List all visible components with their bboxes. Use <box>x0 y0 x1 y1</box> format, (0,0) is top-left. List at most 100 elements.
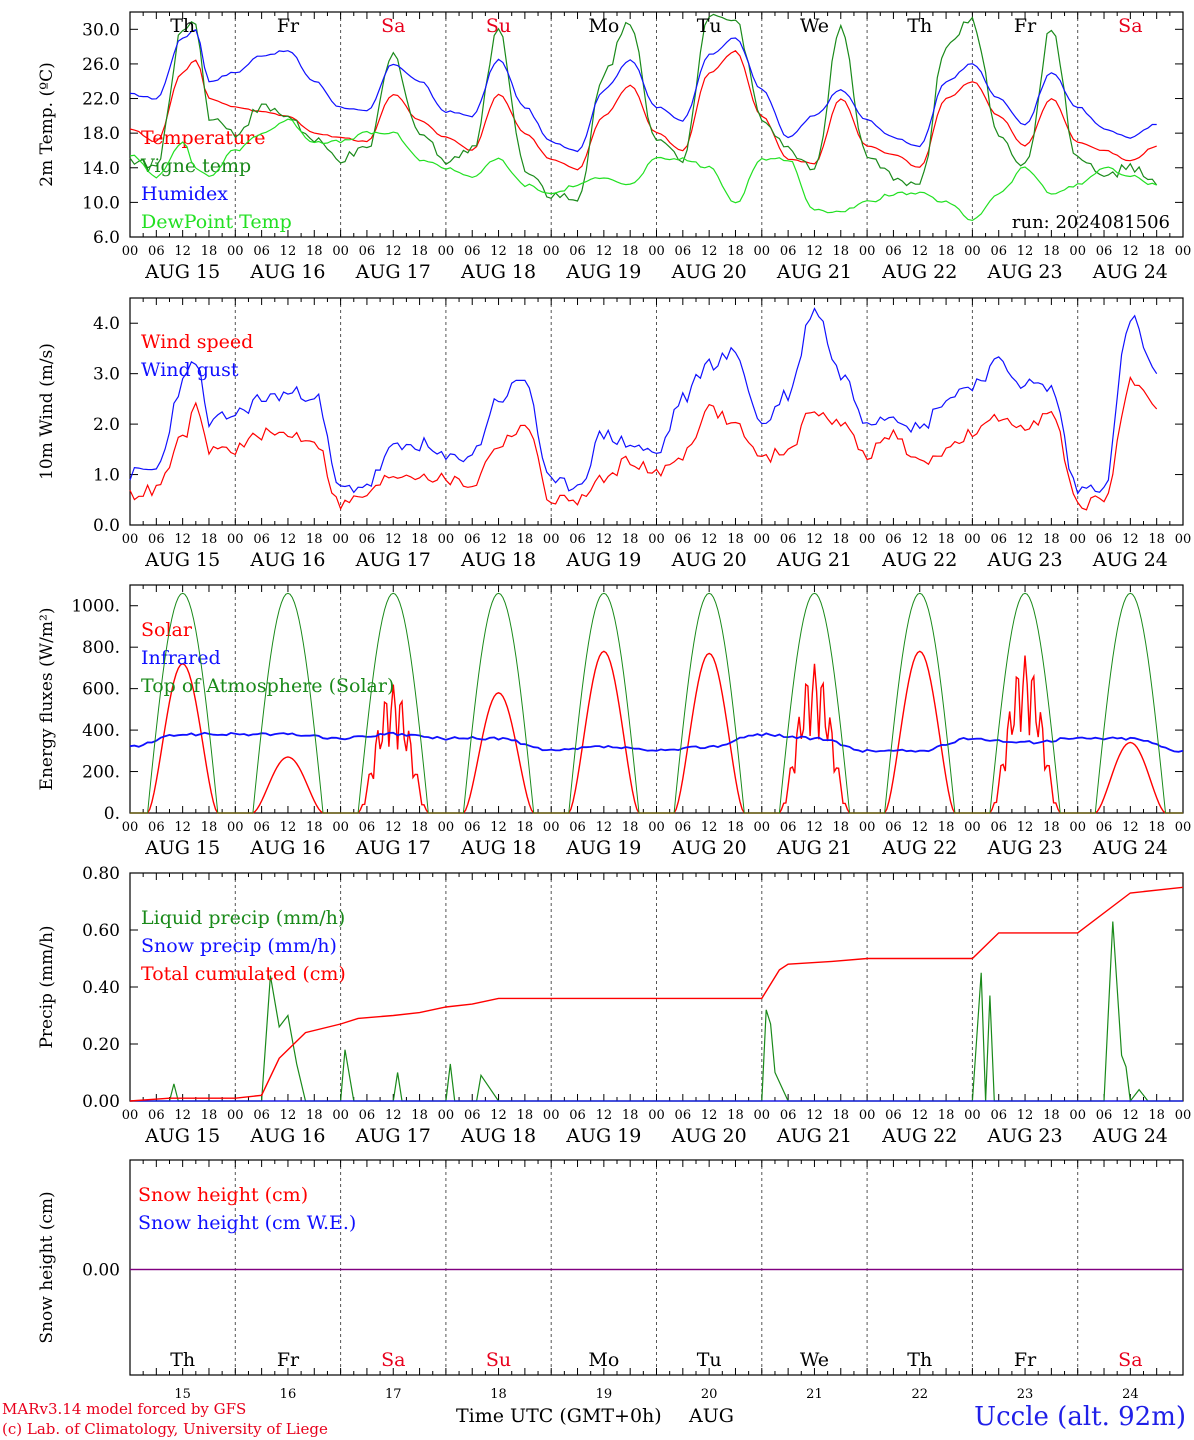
day-label: AUG 16 <box>249 837 325 859</box>
hour-tick-label: 12 <box>1017 532 1034 547</box>
hour-tick-label: 06 <box>464 820 481 835</box>
day-abbr-top: Tu <box>697 15 722 37</box>
day-abbr-top: Sa <box>381 15 405 37</box>
y-axis-label: 2m Temp. (ºC) <box>37 62 57 187</box>
hour-tick-label: 06 <box>253 820 270 835</box>
hour-tick-label: 00 <box>543 532 560 547</box>
day-abbr-top: Th <box>907 15 932 37</box>
day-abbr-bottom: Sa <box>381 1349 405 1371</box>
day-label: AUG 22 <box>881 1125 957 1147</box>
hour-tick-label: 00 <box>227 532 244 547</box>
hour-tick-label: 06 <box>780 820 797 835</box>
hour-tick-label: 06 <box>675 820 692 835</box>
day-number: 23 <box>1017 1387 1034 1402</box>
hour-tick-label: 00 <box>859 1108 876 1123</box>
hour-tick-label: 18 <box>938 532 955 547</box>
y-tick-label: 0.00 <box>82 1092 120 1112</box>
temperatureline <box>129 50 1157 171</box>
y-tick-label: 6.0 <box>93 228 120 248</box>
y-tick-label: 800. <box>82 638 120 658</box>
y-tick-label: 0.60 <box>82 921 120 941</box>
hour-tick-label: 18 <box>622 820 639 835</box>
lab-credit: (c) Lab. of Climatology, University of L… <box>2 1420 328 1438</box>
y-tick-label: 0.40 <box>82 978 120 998</box>
day-abbr-bottom: Th <box>907 1349 932 1371</box>
legend-liquid-precip-mm-h-: Liquid precip (mm/h) <box>141 907 345 929</box>
hour-tick-label: 06 <box>990 244 1007 259</box>
day-label: AUG 19 <box>565 261 641 283</box>
hour-tick-label: 12 <box>490 244 507 259</box>
hour-tick-label: 00 <box>438 820 455 835</box>
hour-tick-label: 06 <box>148 820 165 835</box>
day-abbr-bottom: Th <box>170 1349 195 1371</box>
hour-tick-label: 12 <box>385 820 402 835</box>
hour-tick-label: 06 <box>148 244 165 259</box>
day-abbr-top: Su <box>486 15 511 37</box>
hour-tick-label: 12 <box>596 1108 613 1123</box>
toa-solar-line <box>130 592 1183 814</box>
legend-humidex: Humidex <box>141 183 228 205</box>
legend-top-of-atmosphere-solar-: Top of Atmosphere (Solar) <box>141 675 394 697</box>
y-tick-label: 26.0 <box>82 55 120 75</box>
hour-tick-label: 18 <box>517 820 534 835</box>
day-abbr-top: Fr <box>1014 15 1037 37</box>
hour-tick-label: 12 <box>596 532 613 547</box>
hour-tick-label: 06 <box>148 1108 165 1123</box>
y-tick-label: 10.0 <box>82 193 120 213</box>
hour-tick-label: 12 <box>174 820 191 835</box>
legend-snow-height-cm-: Snow height (cm) <box>138 1184 308 1206</box>
day-abbr-top: We <box>800 15 829 37</box>
hour-tick-label: 00 <box>964 1108 981 1123</box>
day-label: AUG 23 <box>986 549 1062 571</box>
hour-tick-label: 12 <box>385 1108 402 1123</box>
y-tick-label: 400. <box>82 721 120 741</box>
hour-tick-label: 12 <box>911 532 928 547</box>
day-abbr-bottom: Su <box>486 1349 511 1371</box>
day-label: AUG 24 <box>1092 261 1168 283</box>
run-label: run: 2024081506 <box>1012 212 1170 233</box>
hour-tick-label: 06 <box>359 244 376 259</box>
hour-tick-label: 18 <box>1148 820 1165 835</box>
hour-tick-label: 18 <box>938 244 955 259</box>
hour-tick-label: 06 <box>990 532 1007 547</box>
hour-tick-label: 18 <box>833 820 850 835</box>
y-axis-label: Precip (mm/h) <box>37 925 57 1048</box>
hour-tick-label: 06 <box>569 820 586 835</box>
day-number: 19 <box>596 1387 613 1402</box>
day-number: 24 <box>1122 1387 1139 1402</box>
hour-tick-label: 12 <box>806 820 823 835</box>
dewpoint-templine <box>129 118 1157 222</box>
hour-tick-label: 06 <box>253 1108 270 1123</box>
hour-tick-label: 18 <box>1148 532 1165 547</box>
hour-tick-label: 12 <box>806 532 823 547</box>
hour-tick-label: 12 <box>911 820 928 835</box>
y-axis-label: 10m Wind (m/s) <box>37 343 57 480</box>
hour-tick-label: 00 <box>1175 1108 1192 1123</box>
y-tick-label: 0.80 <box>82 864 120 884</box>
hour-tick-label: 18 <box>622 1108 639 1123</box>
day-label: AUG 17 <box>355 837 431 859</box>
day-label: AUG 21 <box>776 1125 852 1147</box>
hour-tick-label: 18 <box>411 1108 428 1123</box>
hour-tick-label: 18 <box>938 820 955 835</box>
hour-tick-label: 00 <box>122 1108 139 1123</box>
hour-tick-label: 18 <box>201 1108 218 1123</box>
model-credit: MARv3.14 model forced by GFS <box>2 1400 247 1418</box>
hour-tick-label: 18 <box>1043 820 1060 835</box>
hour-tick-label: 00 <box>964 820 981 835</box>
hour-tick-label: 12 <box>701 1108 718 1123</box>
hour-tick-label: 06 <box>148 532 165 547</box>
humidexline <box>129 29 1157 153</box>
day-label: AUG 16 <box>249 549 325 571</box>
hour-tick-label: 00 <box>859 244 876 259</box>
hour-tick-label: 18 <box>306 532 323 547</box>
hour-tick-label: 00 <box>543 820 560 835</box>
day-label: AUG 20 <box>671 549 747 571</box>
hour-tick-label: 12 <box>1017 820 1034 835</box>
hour-tick-label: 00 <box>332 1108 349 1123</box>
day-abbr-top: Fr <box>277 15 300 37</box>
day-label: AUG 19 <box>565 1125 641 1147</box>
legend-total-cumulated-cm-: Total cumulated (cm) <box>141 963 346 985</box>
hour-tick-label: 18 <box>201 532 218 547</box>
